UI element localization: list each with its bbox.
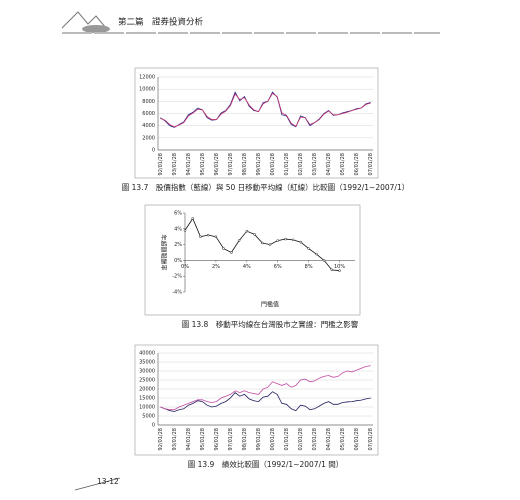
point bbox=[330, 268, 334, 272]
x-tick-label: 00/01/28 bbox=[270, 428, 276, 450]
point bbox=[284, 237, 287, 241]
x-axis-title: 門檻值 bbox=[261, 301, 279, 309]
x-tick-label: 97/01/28 bbox=[228, 428, 234, 450]
y-tick-label: 30000 bbox=[139, 369, 155, 375]
y-tick-label: 6000 bbox=[142, 111, 155, 117]
y-tick-label: 15000 bbox=[139, 396, 155, 402]
x-tick-label: 02/01/28 bbox=[298, 428, 304, 450]
chart-frame bbox=[144, 204, 361, 316]
x-tick-label: 97/01/28 bbox=[228, 153, 234, 175]
y-tick-label: 10000 bbox=[139, 87, 155, 93]
point bbox=[183, 229, 187, 232]
y-tick-label: 4% bbox=[174, 226, 182, 232]
y-tick-label: 2% bbox=[174, 242, 182, 248]
chart-frame bbox=[134, 344, 379, 456]
x-tick-label: 07/01/28 bbox=[368, 153, 374, 175]
series-line bbox=[160, 365, 371, 411]
figure-caption: 圖 13.7 股價指數（藍線）與 50 日移動平均線（紅線）比較圖（1992/1… bbox=[122, 182, 409, 192]
x-tick-label: 10% bbox=[334, 264, 345, 270]
x-tick-label: 06/01/28 bbox=[354, 428, 360, 450]
y-tick-label: 10000 bbox=[139, 405, 155, 411]
y-axis-title: 年超額報酬率 bbox=[160, 234, 168, 270]
point bbox=[222, 247, 225, 250]
header-decoration bbox=[61, 11, 440, 34]
x-tick-label: 98/01/28 bbox=[242, 428, 248, 450]
x-tick-label: 93/01/28 bbox=[172, 153, 178, 175]
x-tick-label: 96/01/28 bbox=[214, 428, 220, 450]
page-number: 13-12 bbox=[97, 477, 119, 486]
point bbox=[206, 233, 210, 237]
y-tick-label: 4000 bbox=[142, 123, 155, 129]
x-tick-label: 2% bbox=[212, 264, 220, 270]
x-tick-label: 4% bbox=[243, 264, 251, 270]
footer-line bbox=[74, 477, 121, 491]
x-tick-label: 04/01/28 bbox=[326, 153, 332, 175]
point bbox=[261, 241, 264, 245]
y-tick-label: 35000 bbox=[139, 360, 155, 366]
point bbox=[315, 252, 318, 256]
point bbox=[245, 229, 249, 233]
point bbox=[338, 269, 341, 272]
y-tick-label: 25000 bbox=[139, 378, 155, 384]
y-tick-label: 0 bbox=[152, 148, 155, 154]
series-line bbox=[184, 217, 340, 272]
series-line bbox=[160, 91, 371, 128]
x-tick-label: 05/01/28 bbox=[340, 428, 346, 450]
header-title: 第二篇 證券投資分析 bbox=[118, 17, 204, 28]
x-tick-label: 01/01/28 bbox=[284, 153, 290, 175]
x-tick-label: 92/01/28 bbox=[158, 153, 164, 175]
x-tick-label: 95/01/28 bbox=[200, 153, 206, 175]
point bbox=[199, 235, 202, 238]
x-tick-label: 99/01/28 bbox=[256, 153, 262, 175]
figure-caption: 圖 13.9 績效比較圖（1992/1~2007/1 間） bbox=[188, 459, 344, 469]
x-tick-label: 94/01/28 bbox=[186, 428, 192, 450]
x-tick-label: 03/01/28 bbox=[312, 428, 318, 450]
x-tick-label: 6% bbox=[274, 264, 282, 270]
point bbox=[307, 247, 310, 250]
y-tick-label: 8000 bbox=[142, 99, 155, 105]
x-tick-label: 94/01/28 bbox=[186, 153, 192, 175]
point bbox=[268, 243, 272, 246]
x-tick-label: 06/01/28 bbox=[354, 153, 360, 175]
x-tick-label: 0% bbox=[181, 264, 189, 270]
figure-caption: 圖 13.8 移動平均線在台灣股市之實證：門檻之影響 bbox=[182, 319, 359, 329]
point bbox=[237, 239, 241, 242]
series-line bbox=[160, 92, 371, 128]
y-tick-label: -2% bbox=[172, 274, 182, 280]
point bbox=[214, 235, 218, 238]
x-tick-label: 92/01/28 bbox=[158, 428, 164, 450]
y-tick-label: 6% bbox=[174, 211, 182, 217]
y-tick-label: 5000 bbox=[142, 414, 155, 420]
y-tick-label: -4% bbox=[172, 290, 182, 296]
x-tick-label: 02/01/28 bbox=[298, 153, 304, 175]
y-tick-label: 12000 bbox=[139, 75, 155, 81]
y-tick-label: 20000 bbox=[139, 387, 155, 393]
x-tick-label: 93/01/28 bbox=[172, 428, 178, 450]
x-tick-label: 05/01/28 bbox=[340, 153, 346, 175]
x-tick-label: 03/01/28 bbox=[312, 153, 318, 175]
point bbox=[291, 238, 295, 242]
x-tick-label: 07/01/28 bbox=[368, 428, 374, 450]
point bbox=[191, 217, 194, 220]
x-tick-label: 96/01/28 bbox=[214, 153, 220, 175]
y-tick-label: 0% bbox=[174, 258, 182, 264]
point bbox=[322, 259, 326, 262]
y-tick-label: 2000 bbox=[142, 135, 155, 141]
y-tick-label: 0 bbox=[152, 423, 155, 429]
x-tick-label: 8% bbox=[305, 264, 313, 270]
point bbox=[276, 239, 279, 242]
point bbox=[230, 251, 233, 254]
y-tick-label: 40000 bbox=[139, 351, 155, 357]
chart-frame bbox=[134, 67, 379, 179]
x-tick-label: 01/01/28 bbox=[284, 428, 290, 450]
x-tick-label: 98/01/28 bbox=[242, 153, 248, 175]
point bbox=[299, 240, 303, 244]
point bbox=[253, 233, 256, 236]
x-tick-label: 99/01/28 bbox=[256, 428, 262, 450]
series-line bbox=[160, 391, 371, 412]
x-tick-label: 95/01/28 bbox=[200, 428, 206, 450]
x-tick-label: 04/01/28 bbox=[326, 428, 332, 450]
x-tick-label: 00/01/28 bbox=[270, 153, 276, 175]
